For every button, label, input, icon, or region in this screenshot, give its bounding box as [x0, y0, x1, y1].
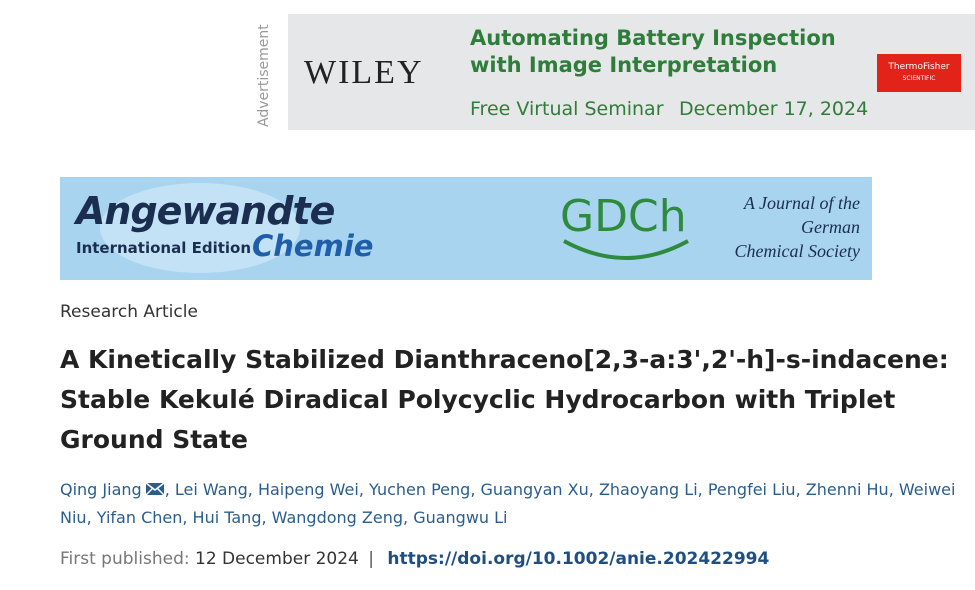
- sponsor-logo: ThermoFisher SCIENTIFIC: [877, 54, 961, 92]
- article-title: A Kinetically Stabilized Dianthraceno[2,…: [60, 345, 949, 454]
- sponsor-name: ThermoFisher: [888, 62, 950, 72]
- divider: |: [368, 549, 374, 569]
- author-separator: ,: [697, 480, 703, 499]
- ad-headline: Automating Battery Inspection with Image…: [470, 25, 836, 79]
- ad-banner[interactable]: WILEY Automating Battery Inspection with…: [288, 14, 975, 130]
- email-icon[interactable]: [145, 482, 165, 496]
- society-line: A Journal of the: [743, 193, 860, 213]
- author-link[interactable]: Weiwei Niu: [60, 480, 956, 527]
- author-separator: ,: [247, 480, 253, 499]
- author-link[interactable]: Hui Tang: [192, 508, 262, 527]
- author-separator: ,: [164, 480, 170, 499]
- society-line: German: [801, 217, 860, 237]
- ad-headline-line: Automating Battery Inspection: [470, 26, 836, 50]
- author-separator: ,: [358, 480, 364, 499]
- journal-edition: International Edition: [76, 239, 252, 257]
- author-link[interactable]: Wangdong Zeng: [271, 508, 403, 527]
- author-link[interactable]: Lei Wang: [174, 480, 248, 499]
- author-separator: ,: [888, 480, 894, 499]
- author-link[interactable]: Yifan Chen: [96, 508, 183, 527]
- author-link[interactable]: Zhaoyang Li: [598, 480, 698, 499]
- published-date: 12 December 2024: [195, 549, 359, 569]
- ad-headline-line: with Image Interpretation: [470, 53, 778, 77]
- author-separator: ,: [403, 508, 409, 527]
- logo-bg: [100, 183, 300, 273]
- publication-line: First published: 12 December 2024 | http…: [60, 549, 769, 569]
- author-list: Qing Jiang, Lei Wang, Haipeng Wei, Yuche…: [60, 476, 960, 532]
- journal-subname: Chemie: [252, 229, 374, 263]
- society-logo: GDCh: [560, 191, 687, 242]
- society-logo-arc: [563, 239, 689, 260]
- society-text: A Journal of the German Chemical Society: [700, 191, 860, 263]
- author-separator: ,: [795, 480, 801, 499]
- author-separator: ,: [182, 508, 188, 527]
- journal-banner: Angewandte International Edition Chemie …: [60, 177, 872, 280]
- author-link[interactable]: Haipeng Wei: [257, 480, 359, 499]
- author-link[interactable]: Qing Jiang: [60, 480, 142, 499]
- society-line: Chemical Society: [734, 241, 860, 261]
- ad-brand: WILEY: [304, 54, 424, 91]
- author-separator: ,: [588, 480, 594, 499]
- author-link[interactable]: Pengfei Liu: [707, 480, 796, 499]
- published-label: First published:: [60, 549, 190, 569]
- author-separator: ,: [470, 480, 476, 499]
- article-type: Research Article: [60, 302, 198, 322]
- ad-date: December 17, 2024: [679, 98, 869, 120]
- sponsor-sub: SCIENTIFIC: [902, 75, 936, 82]
- author-separator: ,: [261, 508, 267, 527]
- doi-link[interactable]: https://doi.org/10.1002/anie.202422994: [387, 549, 770, 569]
- ad-event: Free Virtual Seminar: [470, 98, 664, 120]
- author-link[interactable]: Guangwu Li: [413, 508, 508, 527]
- author-link[interactable]: Guangyan Xu: [480, 480, 589, 499]
- author-separator: ,: [86, 508, 92, 527]
- author-link[interactable]: Zhenni Hu: [805, 480, 889, 499]
- ad-label: Advertisement: [256, 24, 272, 128]
- author-link[interactable]: Yuchen Peng: [369, 480, 471, 499]
- journal-name: Angewandte: [76, 189, 335, 233]
